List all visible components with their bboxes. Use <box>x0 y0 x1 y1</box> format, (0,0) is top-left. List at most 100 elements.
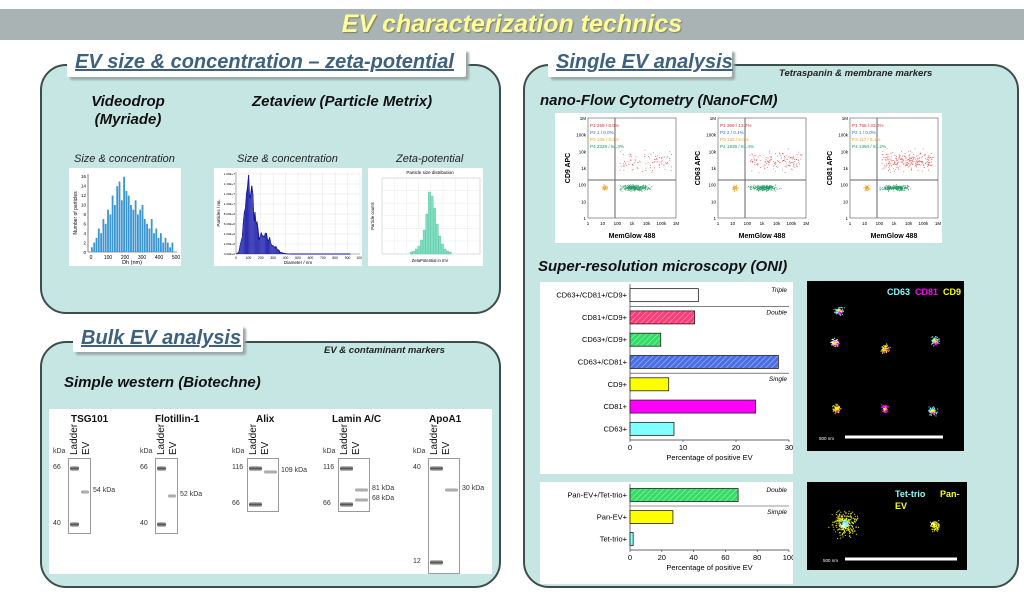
videodrop-title: Videodrop (Myriade) <box>91 93 165 128</box>
videodrop-bar <box>132 209 135 252</box>
flow-point-green <box>642 188 644 190</box>
flow-point-red <box>896 159 898 161</box>
flow-point-green <box>650 188 652 190</box>
localization-point <box>832 526 834 528</box>
flow-point-red <box>909 161 911 163</box>
localization-point <box>849 523 851 525</box>
flow-point-red <box>882 156 884 158</box>
flow-ytick: 1M <box>580 116 587 121</box>
localization-point <box>838 343 840 345</box>
videodrop-bar <box>104 223 107 252</box>
zetaview-xtick: 100 <box>246 256 252 260</box>
localization-point <box>837 404 839 407</box>
videodrop-bar <box>150 219 153 252</box>
blot-title: Alix <box>256 414 275 425</box>
flow-point-orange <box>733 184 735 186</box>
flow-ytick: 100k <box>706 133 717 138</box>
localization-point <box>846 525 848 527</box>
flow-point-red <box>764 161 766 163</box>
flow-point-red <box>756 160 758 162</box>
flow-point-green <box>756 186 758 188</box>
flow-point-green <box>633 187 635 188</box>
flow-point-red <box>619 151 621 153</box>
localization-point <box>841 516 844 518</box>
flow-point-red <box>912 154 914 156</box>
flow-point-red <box>665 163 667 165</box>
localization-point <box>931 410 933 412</box>
bulk-note: EV & contaminant markers <box>324 345 445 356</box>
flow-point-green <box>639 188 640 190</box>
flow-point-red <box>917 161 919 163</box>
zeta-ylabel: Particle counts <box>370 202 375 229</box>
flow-point-green <box>639 186 641 187</box>
flow-point-red <box>762 165 764 167</box>
flow-point-red <box>915 165 916 167</box>
group-label: Double <box>766 487 787 494</box>
localization-point <box>884 408 886 411</box>
flow-point-green <box>645 188 647 190</box>
flow-point-red <box>796 166 798 168</box>
flow-point-red <box>655 159 657 161</box>
localization-point <box>838 515 840 518</box>
flow-point-red <box>891 165 893 167</box>
flow-point-red <box>628 163 630 165</box>
flow-point-green <box>888 188 889 190</box>
flow-point-green <box>883 187 885 189</box>
localization-point <box>838 309 840 312</box>
flow-point-red <box>887 170 889 172</box>
localization-point <box>834 409 836 411</box>
flow-point-orange <box>734 188 736 190</box>
videodrop-xtick: 300 <box>138 255 147 261</box>
localization-point <box>856 518 859 520</box>
flow-point-green <box>628 189 630 191</box>
band-size-label: 52 kDa <box>180 491 203 498</box>
localization-point <box>934 344 936 346</box>
flow-ytick: 10k <box>579 149 587 154</box>
flow-point-orange <box>865 185 867 187</box>
localization-point <box>834 311 836 313</box>
zetaview-xtick: 300 <box>270 256 276 260</box>
flow-point-red <box>784 158 785 160</box>
flow-point-red <box>756 159 758 160</box>
flow-point-green <box>760 188 762 190</box>
blot-title: Flotillin-1 <box>155 414 200 425</box>
localization-point <box>842 536 844 538</box>
localization-point <box>837 342 840 344</box>
flow-point-green <box>646 187 648 188</box>
videodrop-xlabel: Dh (nm) <box>122 260 142 266</box>
flow-gate-label: P4 1394 / 61.2% <box>852 144 886 149</box>
bar <box>629 288 699 303</box>
flow-point-red <box>929 157 931 159</box>
flow-point-orange <box>734 190 736 192</box>
flow-point-red <box>927 159 929 161</box>
flow-point-red <box>922 162 923 164</box>
flow-point-red <box>923 164 925 166</box>
flow-point-red <box>758 172 760 174</box>
localization-point <box>880 406 883 409</box>
flow-point-red <box>906 161 908 163</box>
localization-point <box>932 406 935 408</box>
flow-point-red <box>770 158 772 160</box>
bar <box>629 377 670 392</box>
localization-point <box>838 509 840 511</box>
flow-point-green <box>758 186 760 188</box>
flow-point-green <box>905 187 907 189</box>
flow-point-green <box>770 189 772 191</box>
flow-point-green <box>897 187 899 189</box>
flow-point-red <box>923 163 925 165</box>
flow-point-red <box>890 158 892 160</box>
flow-point-red <box>750 160 751 162</box>
localization-point <box>847 523 850 526</box>
flow-point-red <box>666 157 668 159</box>
ev-band <box>264 470 277 474</box>
flow-point-red <box>905 162 907 164</box>
flow-point-red <box>625 162 627 164</box>
flow-point-red <box>779 162 781 164</box>
flow-point-red <box>922 148 924 150</box>
localization-point <box>852 532 854 534</box>
flow-point-red <box>881 154 883 156</box>
flow-point-green <box>769 186 771 187</box>
flow-point-green <box>899 187 901 189</box>
localization-point <box>843 530 846 532</box>
flow-xtick: 100k <box>786 221 797 226</box>
